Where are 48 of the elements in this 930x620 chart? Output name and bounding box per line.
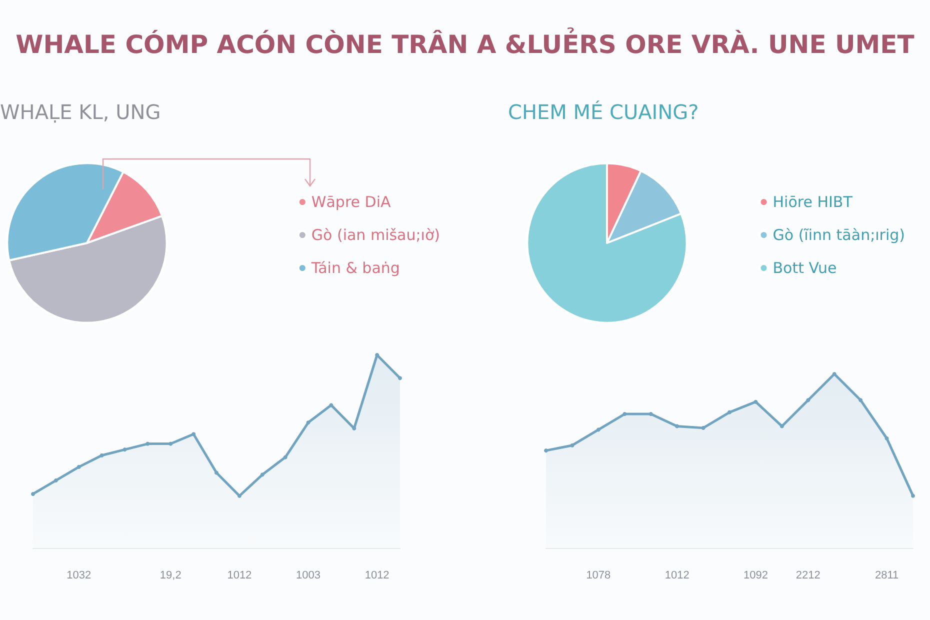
point: [780, 424, 784, 428]
x-tick-label: 2811: [874, 570, 899, 582]
point: [260, 472, 264, 477]
point: [76, 464, 81, 469]
legend-label: Bott Vue: [772, 259, 837, 277]
point: [237, 494, 242, 498]
legend-label: Gò (ian mišau;ıờ): [311, 226, 440, 244]
point: [596, 428, 600, 432]
x-tick-label: 1078: [586, 570, 611, 582]
x-tick-label: 2212: [796, 570, 820, 582]
x-tick-label: 1032: [66, 570, 92, 582]
point: [622, 412, 627, 416]
point: [283, 455, 288, 460]
point: [728, 410, 732, 414]
point: [858, 398, 863, 402]
chart-subtitle: CHEM MÉ CUAING?: [508, 100, 699, 124]
x-tick-label: 1003: [296, 570, 320, 582]
point: [375, 353, 380, 357]
point: [31, 492, 35, 496]
point: [398, 376, 402, 380]
x-tick-label: 1012: [227, 570, 252, 582]
x-tick-label: 1012: [664, 570, 690, 582]
point: [146, 442, 150, 446]
legend-label: Hiōre HIBT: [772, 193, 854, 211]
point: [675, 424, 680, 428]
point: [100, 453, 104, 458]
point: [570, 443, 574, 448]
legend-label: Táin & baṅg: [310, 259, 400, 277]
point: [806, 398, 810, 402]
point: [54, 478, 58, 482]
point: [544, 448, 548, 453]
point: [192, 432, 196, 436]
legend-label: Wāpre DiA: [311, 193, 392, 211]
point: [168, 442, 173, 446]
legend-label: Gò (ĩinn tāàn;ırig): [772, 226, 906, 244]
point: [214, 470, 218, 475]
point: [306, 420, 310, 425]
point: [884, 436, 889, 440]
point: [911, 494, 915, 498]
point: [701, 426, 706, 430]
point: [329, 403, 334, 408]
point: [648, 412, 653, 416]
x-tick-label: 1092: [743, 570, 768, 582]
point: [754, 400, 758, 404]
chart-subtitle: WHAḶE KL, UNG: [0, 100, 161, 124]
x-tick-label: 1012: [364, 570, 390, 582]
point: [122, 448, 127, 452]
x-tick-label: 19,2: [160, 570, 182, 582]
